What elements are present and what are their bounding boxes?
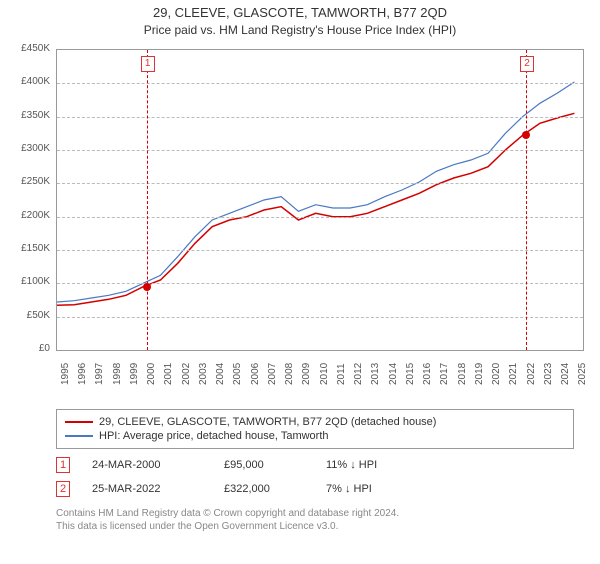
x-tick-label: 2025 xyxy=(577,367,597,385)
transaction-date: 25-MAR-2022 xyxy=(92,483,202,495)
footer-line-1: Contains HM Land Registry data © Crown c… xyxy=(56,507,590,520)
transaction-date: 24-MAR-2000 xyxy=(92,459,202,471)
transaction-delta: 11% ↓ HPI xyxy=(326,459,377,471)
marker-dot-1 xyxy=(143,283,151,291)
gridline xyxy=(57,250,583,251)
legend-swatch xyxy=(65,421,93,423)
y-tick-label: £200K xyxy=(10,210,50,221)
transaction-marker: 1 xyxy=(56,457,70,473)
chart-lines xyxy=(57,50,583,350)
y-tick-label: £50K xyxy=(10,310,50,321)
y-tick-label: £300K xyxy=(10,143,50,154)
transactions: 1 24-MAR-2000 £95,000 11% ↓ HPI 2 25-MAR-2022… xyxy=(56,457,590,497)
y-tick-label: £450K xyxy=(10,43,50,54)
transaction-price: £322,000 xyxy=(224,483,304,495)
series-property xyxy=(57,113,574,305)
y-tick-label: £250K xyxy=(10,176,50,187)
legend-swatch xyxy=(65,435,93,437)
gridline xyxy=(57,83,583,84)
titles: 29, CLEEVE, GLASCOTE, TAMWORTH, B77 2QD … xyxy=(0,4,600,39)
plot: 12 xyxy=(56,49,584,351)
gridline xyxy=(57,117,583,118)
transaction-row: 1 24-MAR-2000 £95,000 11% ↓ HPI xyxy=(56,457,590,473)
legend: 29, CLEEVE, GLASCOTE, TAMWORTH, B77 2QD … xyxy=(56,409,574,449)
marker-box-1: 1 xyxy=(141,56,155,72)
y-tick-label: £150K xyxy=(10,243,50,254)
marker-vline-1 xyxy=(147,50,148,350)
transaction-row: 2 25-MAR-2022 £322,000 7% ↓ HPI xyxy=(56,481,590,497)
footer: Contains HM Land Registry data © Crown c… xyxy=(56,507,590,533)
y-tick-label: £400K xyxy=(10,76,50,87)
legend-row: HPI: Average price, detached house, Tamw… xyxy=(65,430,565,442)
y-tick-label: £350K xyxy=(10,110,50,121)
y-tick-label: £100K xyxy=(10,276,50,287)
gridline xyxy=(57,150,583,151)
marker-vline-2 xyxy=(526,50,527,350)
marker-box-2: 2 xyxy=(520,56,534,72)
y-tick-label: £0 xyxy=(10,343,50,354)
gridline xyxy=(57,283,583,284)
title-line-1: 29, CLEEVE, GLASCOTE, TAMWORTH, B77 2QD xyxy=(0,4,600,22)
transaction-delta: 7% ↓ HPI xyxy=(326,483,372,495)
gridline xyxy=(57,217,583,218)
title-line-2: Price paid vs. HM Land Registry's House … xyxy=(0,22,600,39)
chart-area: £0 £50K £100K £150K £200K £250K £300K £350K £400… xyxy=(10,45,590,405)
transaction-price: £95,000 xyxy=(224,459,304,471)
gridline xyxy=(57,183,583,184)
legend-row: 29, CLEEVE, GLASCOTE, TAMWORTH, B77 2QD … xyxy=(65,416,565,428)
footer-line-2: This data is licensed under the Open Gov… xyxy=(56,520,590,533)
legend-label: 29, CLEEVE, GLASCOTE, TAMWORTH, B77 2QD … xyxy=(99,416,436,428)
legend-label: HPI: Average price, detached house, Tamw… xyxy=(99,430,329,442)
gridline xyxy=(57,317,583,318)
transaction-marker: 2 xyxy=(56,481,70,497)
series-hpi xyxy=(57,82,574,302)
